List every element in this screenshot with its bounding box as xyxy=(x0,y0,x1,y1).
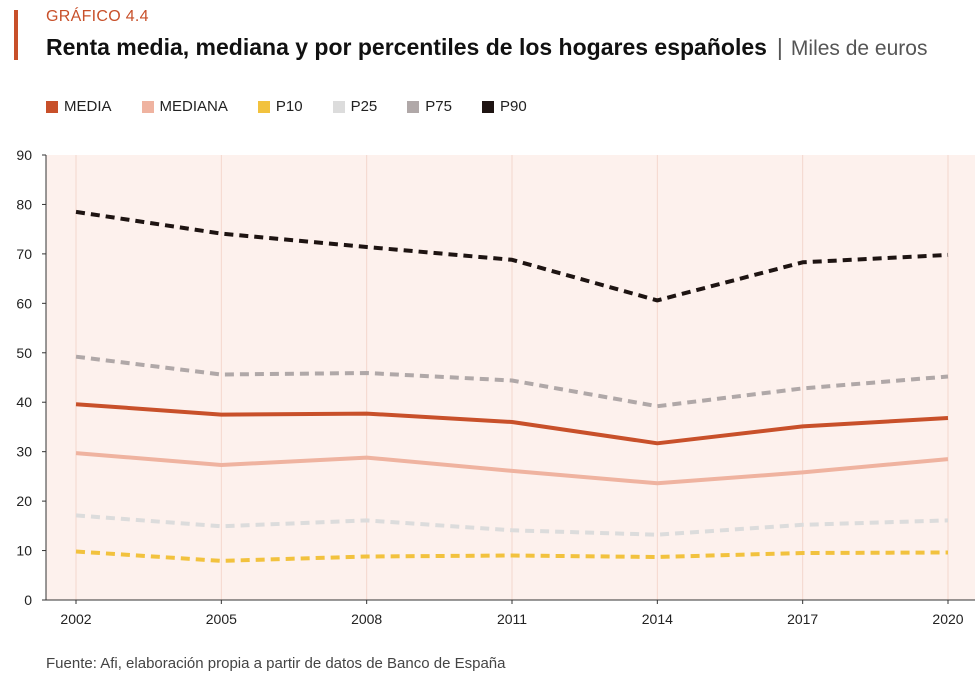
title-row: Renta media, mediana y por percentiles d… xyxy=(46,34,927,61)
x-tick-label: 2005 xyxy=(206,611,237,627)
legend-label: P25 xyxy=(350,98,378,115)
legend-swatch xyxy=(141,100,154,113)
y-tick-label: 90 xyxy=(16,147,32,163)
x-tick-label: 2017 xyxy=(787,611,818,627)
legend-swatch xyxy=(257,100,270,113)
legend-item-p75: P75 xyxy=(407,98,452,115)
y-tick-label: 0 xyxy=(24,592,32,608)
legend-item-media: MEDIA xyxy=(46,98,112,115)
legend-item-p10: P10 xyxy=(257,98,303,115)
legend-swatch xyxy=(332,100,345,113)
plot-area xyxy=(46,155,975,600)
legend-swatch xyxy=(407,100,420,113)
chart-unit: Miles de euros xyxy=(790,37,928,60)
legend-label: MEDIA xyxy=(64,98,112,115)
y-tick-label: 70 xyxy=(16,246,32,262)
legend-item-p90: P90 xyxy=(481,98,527,115)
y-tick-label: 20 xyxy=(16,493,32,509)
legend-item-mediana: MEDIANA xyxy=(141,98,228,115)
legend-swatch xyxy=(46,100,58,113)
x-tick-label: 2020 xyxy=(932,611,963,627)
y-tick-label: 80 xyxy=(16,196,32,212)
chart-title: Renta media, mediana y por percentiles d… xyxy=(46,34,767,60)
chart-legend: MEDIA MEDIANA P10 P25 P75 P90 xyxy=(46,98,557,115)
series-line-mediana xyxy=(75,451,949,486)
series-line-p75 xyxy=(75,354,949,409)
legend-swatch xyxy=(481,100,494,113)
legend-label: P90 xyxy=(499,98,527,115)
x-tick-label: 2002 xyxy=(60,611,91,627)
chart-source: Fuente: Afi, elaboración propia a partir… xyxy=(46,655,506,672)
y-tick-label: 40 xyxy=(16,394,32,410)
y-tick-label: 60 xyxy=(16,295,32,311)
legend-item-p25: P25 xyxy=(332,98,378,115)
y-tick-label: 30 xyxy=(16,444,32,460)
series-line-p90 xyxy=(75,209,949,303)
line-chart: 0 10 20 30 40 50 60 70 80 90 2002 2005 2008 2011 2014 2… xyxy=(16,147,975,627)
x-tick-label: 2008 xyxy=(351,611,382,627)
legend-label: P75 xyxy=(425,98,452,115)
legend-label: MEDIANA xyxy=(159,98,228,115)
series-line-p25 xyxy=(75,513,949,537)
title-separator: | xyxy=(776,34,783,60)
series-line-media xyxy=(75,402,949,446)
x-tick-label: 2011 xyxy=(497,611,527,627)
y-tick-label: 10 xyxy=(16,543,32,559)
legend-label: P10 xyxy=(275,98,303,115)
title-accent-bar xyxy=(14,10,18,60)
chart-kicker: GRÁFICO 4.4 xyxy=(46,8,149,25)
series-line-p10 xyxy=(75,549,949,563)
y-tick-label: 50 xyxy=(16,345,32,361)
x-tick-label: 2014 xyxy=(642,611,673,627)
